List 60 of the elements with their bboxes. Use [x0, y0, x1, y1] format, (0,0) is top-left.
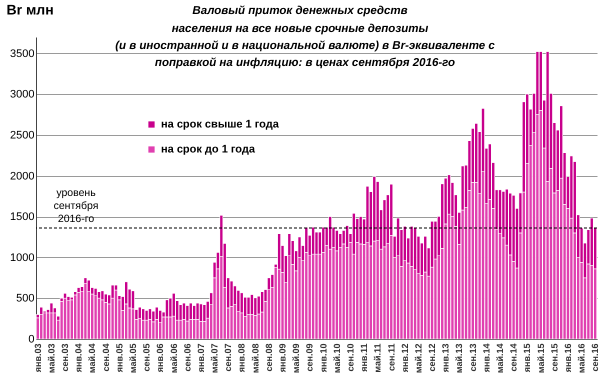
x-tick-label: сен.06: [182, 344, 192, 372]
y-axis-title: Br млн: [6, 2, 54, 18]
y-tick-label: 1000: [10, 252, 34, 264]
x-tick-label: май.15: [536, 344, 546, 374]
x-tick-label: сен.09: [304, 344, 315, 372]
x-tick-label: сен.03: [60, 344, 70, 372]
x-tick-label: янв.11: [359, 344, 370, 372]
x-tick-label: янв.05: [114, 344, 124, 372]
x-tick-label: сен.08: [264, 344, 274, 372]
chart-title: Валовый приток денежных средств населения на все новые срочные депозиты: [170, 4, 430, 37]
x-tick-label: май.06: [168, 344, 179, 374]
x-tick-label: май.07: [210, 344, 220, 374]
x-tick-label: янв.03: [32, 344, 43, 372]
x-tick-label: май.14: [495, 344, 506, 374]
x-tick-label: май.09: [291, 344, 302, 374]
y-tick-label: 2500: [10, 129, 34, 142]
x-tick-label: май.13: [454, 344, 464, 374]
bar: [66, 300, 70, 340]
legend-label: на срок до 1 года: [161, 144, 256, 156]
x-tick-label: сен.16: [590, 344, 600, 372]
x-tick-label: янв.14: [481, 344, 492, 372]
x-tick-label: янв.10: [318, 344, 328, 372]
bar: [46, 312, 50, 340]
y-tick-label: 3000: [10, 88, 34, 101]
x-tick-label: сен.11: [386, 344, 396, 371]
x-tick-label: янв.09: [278, 344, 288, 372]
x-tick-label: сен.15: [549, 344, 560, 372]
x-tick-label: сен.14: [508, 344, 519, 372]
x-tick-label: сен.05: [142, 344, 152, 372]
y-tick-label: 1500: [10, 211, 34, 224]
x-tick-label: май.12: [413, 344, 424, 374]
x-tick-label: май.11: [372, 344, 383, 373]
x-tick-label: сен.10: [345, 344, 356, 372]
ref-line-label: уровень сентября 2016-го: [54, 186, 98, 225]
x-tick-label: янв.13: [440, 344, 451, 372]
x-tick-label: сен.07: [223, 344, 234, 372]
x-tick-label: янв.06: [155, 344, 166, 372]
x-tick-label: сен.12: [427, 344, 438, 372]
x-tick-label: май.10: [332, 344, 342, 374]
y-tick-label: 0: [28, 334, 34, 346]
x-tick-label: май.05: [128, 344, 138, 374]
y-tick-label: 2000: [10, 170, 34, 182]
text: (и в иностранной и в национальной валюте) в Br-эквиваленте с поправкой на инфляцию: в ценах сентября 2016-го: [114, 39, 496, 71]
x-tick-label: янв.07: [196, 344, 206, 372]
x-tick-label: сен.13: [468, 344, 478, 372]
x-tick-label: янв.12: [400, 344, 410, 372]
y-tick-label: 3500: [10, 48, 34, 60]
x-tick-label: сен.04: [100, 344, 111, 372]
legend-label: на срок свыше 1 года: [161, 118, 280, 130]
x-tick-label: май.08: [250, 344, 260, 374]
x-tick-label: янв.04: [74, 344, 84, 372]
x-tick-label: янв.08: [236, 344, 247, 372]
x-tick-label: янв.16: [562, 344, 573, 372]
x-tick-label: май.03: [46, 344, 56, 374]
x-tick-label: янв.15: [522, 344, 532, 372]
y-tick-label: 500: [16, 292, 34, 305]
bar: [73, 294, 78, 340]
x-tick-label: май.16: [576, 344, 587, 374]
x-tick-label: май.04: [87, 344, 98, 374]
bar: [36, 317, 40, 340]
